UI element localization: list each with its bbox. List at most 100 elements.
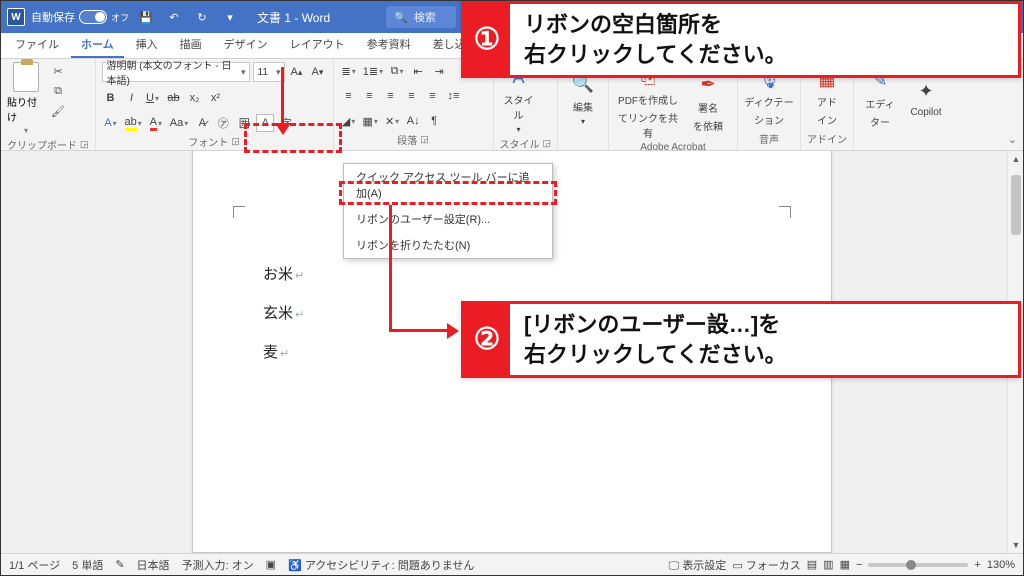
decrease-indent-icon[interactable]: ⇤ <box>409 62 427 80</box>
tab-insert[interactable]: 挿入 <box>126 31 168 58</box>
callout-number: ② <box>464 304 510 375</box>
redo-icon[interactable]: ↻ <box>191 6 213 28</box>
status-predict[interactable]: 予測入力: オン <box>182 557 254 573</box>
font-color-icon[interactable]: A <box>147 114 165 132</box>
display-settings-button[interactable]: 🖵 表示設定 <box>669 557 727 573</box>
arrowhead-icon <box>447 323 459 339</box>
align-right-icon[interactable]: ≡ <box>382 87 400 105</box>
callout-1: ① リボンの空白箇所を 右クリックしてください。 <box>461 1 1021 78</box>
status-page[interactable]: 1/1 ページ <box>9 557 60 573</box>
shrink-font-icon[interactable]: A▾ <box>309 63 327 81</box>
zoom-level[interactable]: 130% <box>987 559 1015 571</box>
tab-draw[interactable]: 描画 <box>170 31 212 58</box>
zoom-in-icon[interactable]: + <box>974 559 980 571</box>
scroll-down-icon[interactable]: ▼ <box>1008 537 1024 553</box>
styles-group-label: スタイル <box>500 136 540 151</box>
underline-button[interactable]: U <box>144 89 162 107</box>
bullets-icon[interactable]: ≣ <box>340 62 358 80</box>
asian-layout-icon[interactable]: ✕ <box>383 112 401 130</box>
paragraph-group-label: 段落 <box>397 132 417 147</box>
font-group-label: フォント <box>188 134 228 149</box>
view-web-icon[interactable]: ▦ <box>840 558 850 571</box>
strikethrough-button[interactable]: ab <box>165 89 183 107</box>
distribute-icon[interactable]: ≡ <box>424 87 442 105</box>
scroll-up-icon[interactable]: ▲ <box>1008 151 1024 167</box>
annotation-line <box>389 329 449 332</box>
grow-font-icon[interactable]: A▴ <box>288 63 306 81</box>
subscript-button[interactable]: x₂ <box>186 89 204 107</box>
document-title: 文書 1 - Word <box>257 9 330 26</box>
status-macro-icon[interactable]: ▣ <box>266 558 276 571</box>
borders-icon[interactable]: ▦ <box>361 112 380 130</box>
numbering-icon[interactable]: 1≣ <box>361 62 385 80</box>
autosave-state: オフ <box>111 11 129 24</box>
callout-text: リボンの空白箇所を 右クリックしてください。 <box>510 4 801 75</box>
styles-launcher-icon[interactable]: ◲ <box>543 138 552 149</box>
scroll-thumb[interactable] <box>1011 175 1021 235</box>
change-case-icon[interactable]: Aa <box>168 114 190 132</box>
ribbon-context-menu: クイック アクセス ツール バーに追加(A) リボンのユーザー設定(R)... … <box>343 163 553 259</box>
save-icon[interactable]: 💾 <box>135 6 157 28</box>
tab-references[interactable]: 参考資料 <box>357 31 421 58</box>
font-launcher-icon[interactable]: ◲ <box>231 136 240 147</box>
focus-mode-button[interactable]: ▭ フォーカス <box>732 557 800 573</box>
toggle-switch-icon[interactable] <box>79 10 107 24</box>
callout-2: ② [リボンのユーザー設…]を 右クリックしてください。 <box>461 301 1021 378</box>
clear-formatting-icon[interactable]: A̷ <box>193 114 211 132</box>
highlight-ribbon-empty-area <box>244 123 342 153</box>
justify-icon[interactable]: ≡ <box>403 87 421 105</box>
autosave-toggle[interactable]: 自動保存 オフ <box>31 9 129 25</box>
multilevel-icon[interactable]: ⧉ <box>388 62 406 80</box>
superscript-button[interactable]: x² <box>207 89 225 107</box>
crop-mark-icon <box>779 206 791 218</box>
document-line: お米↵ <box>263 256 761 295</box>
format-painter-icon[interactable]: 🖌 <box>49 102 67 120</box>
increase-indent-icon[interactable]: ⇥ <box>430 62 448 80</box>
font-size-select[interactable]: 11 <box>253 62 285 82</box>
context-item-customize-ribbon[interactable]: リボンのユーザー設定(R)... <box>344 206 552 232</box>
zoom-out-icon[interactable]: − <box>856 559 862 571</box>
tab-file[interactable]: ファイル <box>5 31 69 58</box>
tab-layout[interactable]: レイアウト <box>280 31 355 58</box>
clipboard-launcher-icon[interactable]: ◲ <box>80 139 89 150</box>
show-marks-icon[interactable]: ¶ <box>425 112 443 130</box>
align-left-icon[interactable]: ≡ <box>340 87 358 105</box>
align-center-icon[interactable]: ≡ <box>361 87 379 105</box>
highlight-color-icon[interactable]: ab <box>123 114 144 132</box>
paste-button[interactable]: 貼り付け ▾ <box>7 62 45 135</box>
copy-icon[interactable]: ⧉ <box>49 82 67 100</box>
annotation-line <box>389 205 392 331</box>
crop-mark-icon <box>233 206 245 218</box>
bold-button[interactable]: B <box>102 89 120 107</box>
view-read-icon[interactable]: ▤ <box>807 558 817 571</box>
paragraph-launcher-icon[interactable]: ◲ <box>420 134 429 145</box>
annotation-line <box>281 67 284 127</box>
autosave-label: 自動保存 <box>31 9 75 25</box>
cut-icon[interactable]: ✂ <box>49 62 67 80</box>
line-spacing-icon[interactable]: ↕≡ <box>445 87 463 105</box>
tab-design[interactable]: デザイン <box>214 31 278 58</box>
sort-icon[interactable]: A↓ <box>404 112 422 130</box>
tab-home[interactable]: ホーム <box>71 31 124 58</box>
addins-group-label: アドイン <box>807 131 847 146</box>
undo-icon[interactable]: ↶ <box>163 6 185 28</box>
clipboard-icon <box>13 62 39 92</box>
ribbon-collapse-icon[interactable]: ⌄ <box>1008 133 1017 146</box>
status-language[interactable]: 日本語 <box>137 557 170 573</box>
status-accessibility[interactable]: ♿ アクセシビリティ: 問題ありません <box>288 557 474 573</box>
italic-button[interactable]: I <box>123 89 141 107</box>
zoom-slider[interactable] <box>868 563 968 567</box>
text-effects-icon[interactable]: A <box>102 114 120 132</box>
voice-group-label: 音声 <box>759 131 779 146</box>
clipboard-group-label: クリップボード <box>7 137 77 152</box>
callout-number: ① <box>464 4 510 75</box>
shading-icon[interactable]: ◢ <box>340 112 358 130</box>
phonetic-guide-icon[interactable]: ㋐ <box>214 114 232 132</box>
qat-dropdown-icon[interactable]: ▾ <box>219 6 241 28</box>
status-proofing-icon[interactable]: ✎ <box>115 558 124 571</box>
status-words[interactable]: 5 単語 <box>72 557 103 573</box>
search-box[interactable]: 🔍 検索 <box>386 6 456 28</box>
context-item-collapse-ribbon[interactable]: リボンを折りたたむ(N) <box>344 232 552 258</box>
font-name-select[interactable]: 游明朝 (本文のフォント - 日本語) <box>102 62 250 82</box>
view-print-icon[interactable]: ▥ <box>823 558 833 571</box>
